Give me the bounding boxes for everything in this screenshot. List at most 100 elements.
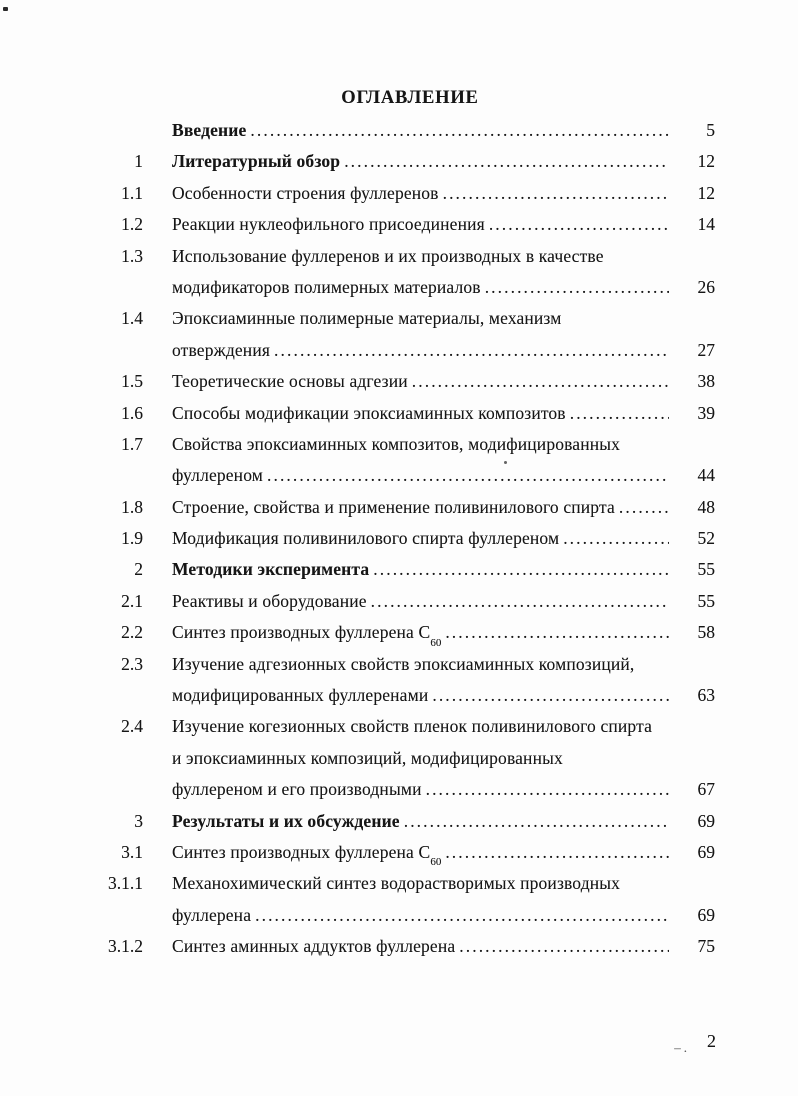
dot-leader: [443, 178, 669, 209]
entry-number: 3.1.1: [108, 873, 143, 894]
entry-title: Результаты и их обсуждение: [172, 810, 400, 831]
entry-line: Строение, свойства и применение поливини…: [172, 492, 719, 523]
toc-row: и эпоксиаминных композиций, модифицирова…: [103, 743, 719, 774]
toc-row: отверждения 27: [103, 335, 719, 366]
entry-title: Использование фуллеренов и их производны…: [172, 245, 604, 266]
toc-row: фуллереном 44: [103, 460, 719, 491]
subscript: 60: [430, 636, 442, 649]
toc-row: 2.1 Реактивы и оборудование 55: [103, 586, 719, 617]
entry-line: Эпоксиаминные полимерные материалы, меха…: [172, 303, 719, 334]
entry-page-number: 27: [697, 339, 716, 360]
entry-title: модифицированных фуллеренами: [172, 685, 429, 706]
entry-title: модификаторов полимерных материалов: [172, 276, 481, 297]
dot-leader: [250, 115, 669, 146]
toc-row: 1.1 Особенности строения фуллеренов 12: [103, 178, 719, 209]
toc-row: 1.4 Эпоксиаминные полимерные материалы, м…: [103, 303, 719, 334]
entry-title: Эпоксиаминные полимерные материалы, меха…: [172, 308, 562, 329]
entry-line: Методики эксперимента 55: [172, 554, 719, 585]
entry-title: Теоретические основы адгезии: [172, 371, 408, 392]
toc-row: модифицированных фуллеренами 63: [103, 680, 719, 711]
toc-row: 3.1.1 Механохимический синтез водораствор…: [103, 868, 719, 899]
footer-page-number: 2: [707, 1031, 716, 1051]
entry-page-number: 5: [706, 120, 715, 140]
toc-row: 2.4 Изучение когезионных свойств пленок п…: [103, 711, 719, 742]
entry-number: 1.3: [121, 245, 143, 266]
toc-row: 1.7 Свойства эпоксиаминных композитов, мо…: [103, 429, 719, 460]
entry-page-number: 48: [697, 496, 716, 517]
dot-leader: [344, 146, 669, 177]
entry-line: Изучение когезионных свойств пленок поли…: [172, 711, 719, 742]
entry-title: Реактивы и оборудование: [172, 590, 367, 611]
dot-leader: [404, 806, 669, 837]
page-title: ОГЛАВЛЕНИЕ: [341, 88, 479, 108]
entry-line: отверждения 27: [172, 335, 719, 366]
entry-title: Изучение когезионных свойств пленок поли…: [172, 716, 653, 737]
entry-title: Синтез производных фуллерена С60: [172, 841, 442, 869]
entry-line: Синтез производных фуллерена С60 69: [172, 837, 719, 876]
entry-number: 2.4: [121, 716, 143, 737]
entry-line: Синтез производных фуллерена С60 58: [172, 617, 719, 656]
entry-page-number: 14: [697, 214, 716, 235]
toc-row: 3.1.2 Синтез аминных аддуктов фуллерена 75: [103, 931, 719, 962]
entry-line: модифицированных фуллеренами 63: [172, 680, 719, 711]
dot-leader: [570, 398, 669, 429]
entry-line: Использование фуллеренов и их производны…: [172, 241, 719, 272]
dot-leader: [412, 366, 669, 397]
toc-row: 1.8 Строение, свойства и применение полив…: [103, 492, 719, 523]
entry-title: Способы модификации эпоксиаминных композ…: [172, 402, 566, 423]
dot-leader: [485, 272, 669, 303]
entry-line: Механохимический синтез водорастворимых …: [172, 868, 719, 899]
dot-leader: [563, 523, 669, 554]
entry-title: Реакции нуклеофильного присоединения: [172, 214, 485, 235]
entry-title: Свойства эпоксиаминных композитов, модиф…: [172, 433, 621, 454]
entry-line: Свойства эпоксиаминных композитов, модиф…: [172, 429, 719, 460]
entry-number: 1.9: [121, 528, 143, 549]
dot-leader: [371, 586, 669, 617]
toc-row: 1.9 Модификация поливинилового спирта фул…: [103, 523, 719, 554]
entry-page-number: 52: [697, 528, 716, 549]
dot-leader: [445, 837, 669, 868]
entry-page-number: 12: [697, 182, 716, 203]
scan-artifact: –.: [674, 1040, 690, 1055]
entry-title: фуллерена: [172, 904, 252, 925]
entry-line: Литературный обзор 12: [172, 146, 719, 177]
toc-row: 1.2 Реакции нуклеофильного присоединения 1…: [103, 209, 719, 240]
entry-number: 1.2: [121, 214, 143, 235]
entry-number: 2.3: [121, 653, 143, 674]
entry-line: фуллереном и его производными 67: [172, 774, 719, 805]
toc-row: 2.3 Изучение адгезионных свойств эпоксиам…: [103, 649, 719, 680]
entry-page-number: 67: [697, 779, 716, 800]
dot-leader: [489, 209, 669, 240]
dot-leader: [267, 460, 669, 491]
toc-row: 2 Методики эксперимента 55: [103, 554, 719, 585]
dot-leader: [373, 554, 669, 585]
entry-line: Результаты и их обсуждение 69: [172, 806, 719, 837]
toc-row: 1.3 Использование фуллеренов и их произво…: [103, 241, 719, 272]
dot-leader: [255, 900, 669, 931]
entry-page-number: 12: [697, 151, 716, 172]
entry-line: Реактивы и оборудование 55: [172, 586, 719, 617]
entry-line: Модификация поливинилового спирта фуллер…: [172, 523, 719, 554]
entry-number: 1.7: [121, 433, 143, 454]
entry-page-number: 63: [697, 685, 716, 706]
entry-title: Модификация поливинилового спирта фуллер…: [172, 528, 560, 549]
entry-title: Введение: [172, 120, 247, 140]
entry-line: Реакции нуклеофильного присоединения 14: [172, 209, 719, 240]
entry-line: Введение 5: [172, 115, 719, 146]
entry-page-number: 75: [697, 936, 716, 957]
toc-row: модификаторов полимерных материалов 26: [103, 272, 719, 303]
entry-number: 1.4: [121, 308, 143, 329]
entry-page-number: 26: [697, 276, 716, 297]
entry-number: 1.8: [121, 496, 143, 517]
entry-number: 1.5: [121, 371, 143, 392]
dot-leader: [459, 931, 669, 962]
table-of-contents: Введение 5 1 Литературный обзор 12 1.1 Особе…: [103, 115, 719, 963]
toc-row: 3 Результаты и их обсуждение 69: [103, 806, 719, 837]
entry-page-number: 44: [697, 465, 716, 486]
toc-row: Введение 5: [103, 115, 719, 146]
entry-title: Строение, свойства и применение поливини…: [172, 496, 615, 517]
entry-line: Теоретические основы адгезии 38: [172, 366, 719, 397]
toc-row: 1.6 Способы модификации эпоксиаминных ком…: [103, 398, 719, 429]
entry-number: 3.1: [121, 841, 143, 862]
